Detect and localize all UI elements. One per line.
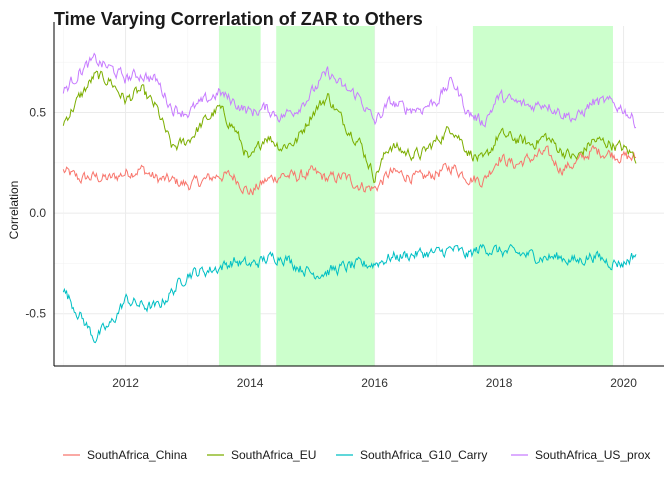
axes [53,22,664,367]
chart-title: Time Varying Correrlation of ZAR to Othe… [54,9,423,29]
x-ticks: 2012 2014 2016 2018 2020 [112,376,637,390]
legend-item-SouthAfrica_G10_Carry: SouthAfrica_G10_Carry [336,448,487,462]
x-tick-label: 2016 [361,376,388,390]
y-tick-label: -0.5 [25,307,46,321]
y-axis-title: Correlation [7,181,21,240]
legend-label: SouthAfrica_G10_Carry [360,448,487,462]
y-tick-label: 0.5 [29,106,46,120]
x-tick-label: 2014 [237,376,264,390]
series-line-SouthAfrica_G10_Carry [62,243,637,344]
y-tick-label: 0.0 [29,206,46,220]
legend-label: SouthAfrica_US_prox [535,448,650,462]
legend-item-SouthAfrica_China: SouthAfrica_China [63,448,187,462]
series-line-SouthAfrica_China [62,144,637,196]
series-line-SouthAfrica_EU [62,70,637,184]
shaded-regions [218,26,613,366]
legend-item-SouthAfrica_US_prox: SouthAfrica_US_prox [511,448,650,462]
legend: SouthAfrica_China SouthAfrica_EU SouthAfri… [63,448,650,462]
series-line-SouthAfrica_US_prox [62,52,637,129]
shaded-region [472,26,613,366]
legend-label: SouthAfrica_EU [231,448,316,462]
legend-item-SouthAfrica_EU: SouthAfrica_EU [207,448,316,462]
shaded-region [218,26,261,366]
shaded-region [276,26,375,366]
y-ticks: -0.5 0.0 0.5 [25,106,46,321]
legend-label: SouthAfrica_China [87,448,187,462]
series-lines [62,52,637,344]
x-tick-label: 2020 [610,376,637,390]
x-tick-label: 2018 [486,376,513,390]
x-tick-label: 2012 [112,376,139,390]
